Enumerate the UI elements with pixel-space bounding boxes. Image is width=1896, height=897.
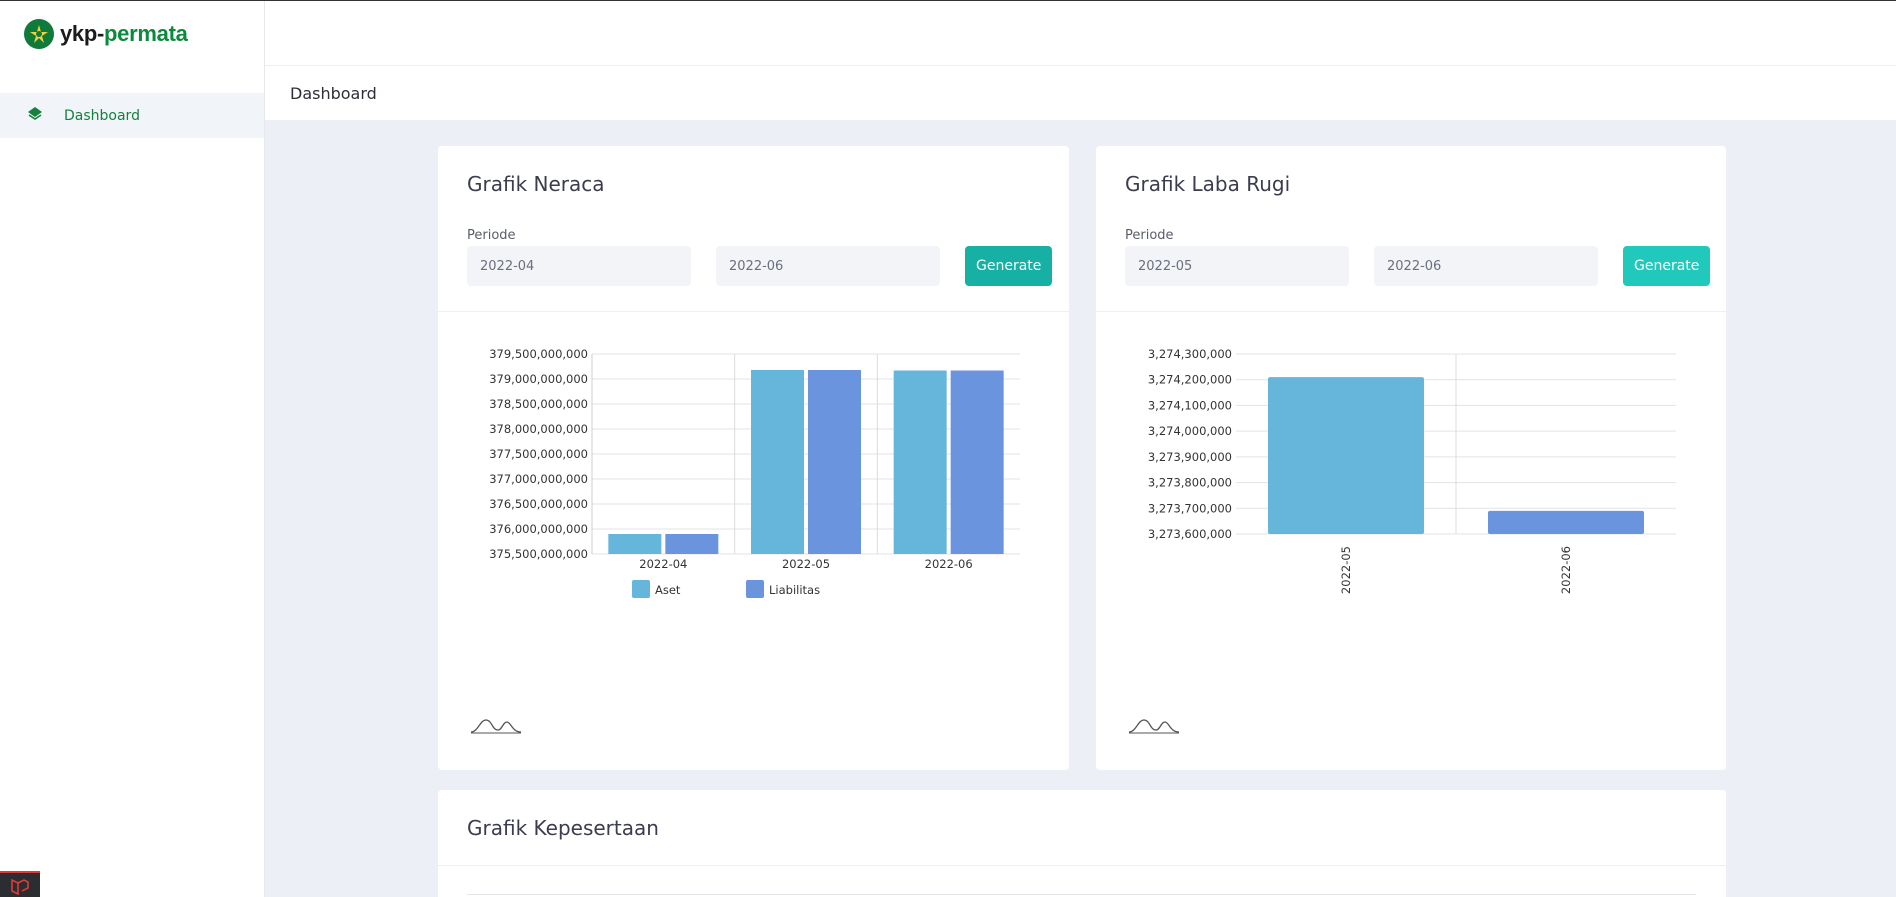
y-tick-label: 376,000,000,000 <box>489 522 588 536</box>
star-logo-icon <box>24 19 54 49</box>
kepesertaan-card: Grafik Kepesertaan <box>438 790 1726 897</box>
x-tick-label: 2022-05 <box>782 557 830 571</box>
bar-liabilitas-2022-04 <box>665 534 719 554</box>
legend-swatch-aset <box>632 580 650 598</box>
y-tick-label: 3,273,800,000 <box>1148 476 1232 490</box>
labarugi-card: Grafik Laba Rugi Periode Generate 3,273,… <box>1096 146 1726 770</box>
labarugi-generate-button[interactable]: Generate <box>1623 246 1711 286</box>
card-divider <box>438 311 1069 312</box>
bar-2022-06 <box>1488 510 1644 534</box>
y-tick-label: 3,273,700,000 <box>1148 501 1232 515</box>
bar-liabilitas-2022-06 <box>950 370 1004 554</box>
legend-label-liabilitas: Liabilitas <box>769 583 820 597</box>
y-tick-label: 376,500,000,000 <box>489 497 588 511</box>
y-tick-label: 377,500,000,000 <box>489 447 588 461</box>
neraca-bar-chart: 375,500,000,000 376,000,000,000 376,500,00… <box>489 347 1020 598</box>
y-tick-label: 3,274,300,000 <box>1148 347 1232 361</box>
brand-name: ykp-permata <box>60 21 188 46</box>
labarugi-from-input[interactable] <box>1125 246 1349 286</box>
labarugi-card-title: Grafik Laba Rugi <box>1125 172 1291 196</box>
chart-wave-icon[interactable] <box>470 716 522 734</box>
neraca-to-input[interactable] <box>716 246 940 286</box>
x-tick-label: 2022-06 <box>925 557 973 571</box>
bar-2022-05 <box>1268 377 1424 534</box>
y-tick-label: 375,500,000,000 <box>489 547 588 561</box>
neraca-periode-label: Periode <box>467 228 516 243</box>
legend-swatch-liabilitas <box>746 580 764 598</box>
y-tick-label: 3,273,600,000 <box>1148 527 1232 541</box>
labarugi-periode-label: Periode <box>1125 228 1174 243</box>
y-tick-label: 3,274,200,000 <box>1148 373 1232 387</box>
y-tick-label: 3,273,900,000 <box>1148 450 1232 464</box>
y-tick-label: 379,500,000,000 <box>489 347 588 361</box>
chart-wave-icon[interactable] <box>1128 716 1180 734</box>
x-tick-label: 2022-04 <box>639 557 687 571</box>
top-navbar <box>265 1 1896 66</box>
layers-icon <box>26 105 44 127</box>
neraca-card: Grafik Neraca Periode Generate 375,500,0… <box>438 146 1069 770</box>
page-title: Dashboard <box>290 83 377 103</box>
brand-logo[interactable]: ykp-permata <box>24 19 188 49</box>
x-tick-label: 2022-05 <box>1339 546 1353 594</box>
neraca-card-title: Grafik Neraca <box>467 172 605 196</box>
bar-liabilitas-2022-05 <box>808 370 861 554</box>
labarugi-bar-chart: 3,273,600,000 3,273,700,000 3,273,800,000 3… <box>1148 347 1676 594</box>
y-tick-label: 378,500,000,000 <box>489 397 588 411</box>
card-divider <box>438 865 1726 866</box>
y-tick-label: 379,000,000,000 <box>489 372 588 386</box>
window-top-border <box>0 0 1896 1</box>
sidebar: ykp-permata Dashboard <box>0 1 265 897</box>
kepesertaan-card-title: Grafik Kepesertaan <box>467 816 659 840</box>
page-header: Dashboard <box>265 66 1896 120</box>
labarugi-to-input[interactable] <box>1374 246 1598 286</box>
bar-aset-2022-06 <box>893 370 947 554</box>
laravel-debug-icon[interactable] <box>0 871 40 897</box>
sidebar-item-label: Dashboard <box>64 107 140 124</box>
y-tick-label: 3,274,000,000 <box>1148 424 1232 438</box>
neraca-from-input[interactable] <box>467 246 691 286</box>
bar-aset-2022-05 <box>751 370 804 554</box>
bar-aset-2022-04 <box>608 534 662 554</box>
y-tick-label: 378,000,000,000 <box>489 422 588 436</box>
y-tick-label: 3,274,100,000 <box>1148 398 1232 412</box>
x-tick-label: 2022-06 <box>1559 546 1573 594</box>
neraca-generate-button[interactable]: Generate <box>965 246 1053 286</box>
chart-top-line <box>467 894 1696 895</box>
legend-label-aset: Aset <box>655 583 681 597</box>
y-tick-label: 377,000,000,000 <box>489 472 588 486</box>
sidebar-item-dashboard[interactable]: Dashboard <box>0 93 264 138</box>
card-divider <box>1096 311 1726 312</box>
